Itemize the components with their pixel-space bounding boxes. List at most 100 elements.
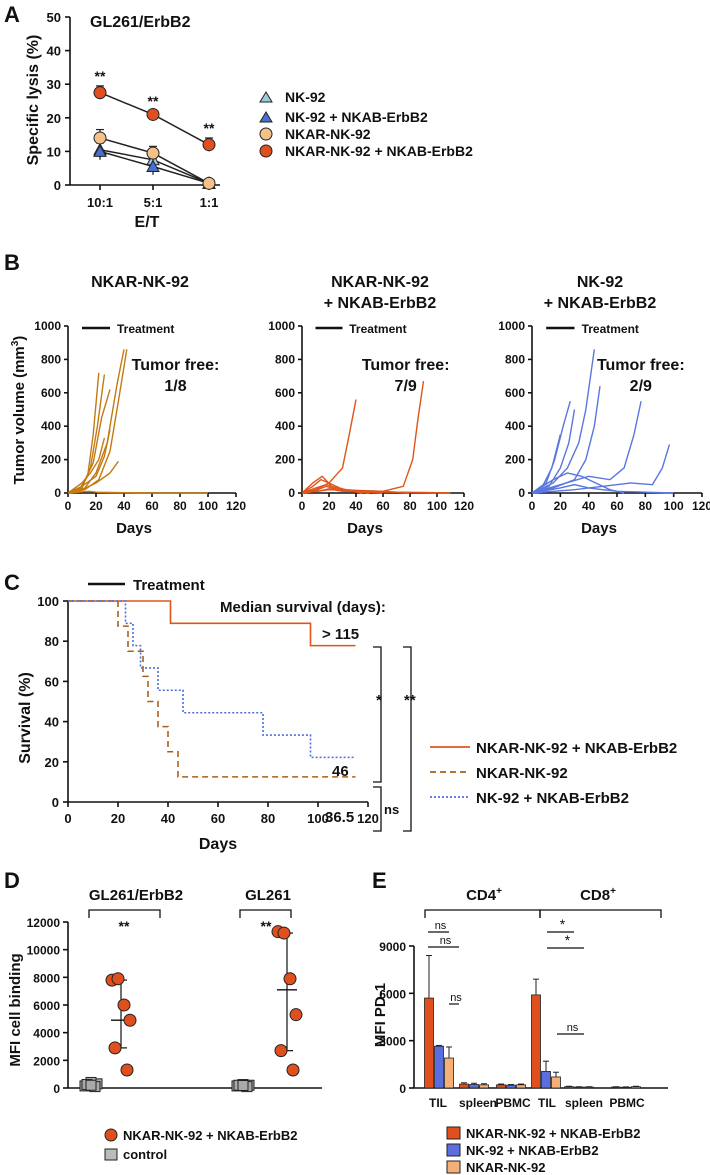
panel-c-chart: 0 20 40 60 80 100 0 20 40 60 80 100 120	[37, 594, 379, 826]
y-tick-label: 0	[54, 178, 61, 193]
treatment-label: Treatment	[349, 322, 406, 336]
panel-c-letter: C	[4, 570, 20, 595]
treatment-label: Treatment	[133, 577, 205, 594]
chart-title: + NKAB-ErbB2	[324, 295, 437, 312]
tumor-growth-line	[301, 399, 357, 494]
x-tick-label: 100	[198, 499, 218, 513]
data-point	[202, 176, 216, 190]
panel-c-ylabel: Survival (%)	[17, 672, 34, 764]
y-tick-label: 60	[45, 674, 59, 689]
legend-circle-icon	[259, 144, 273, 158]
x-tick-label: 0	[65, 499, 72, 513]
panel-b-letter: B	[4, 250, 20, 275]
legend-label: NK-92 + NKAB-ErbB2	[476, 790, 629, 807]
panel-d-chart: 0 2000 4000 6000 8000 10000 12000	[27, 916, 322, 1096]
y-tick-label: 8000	[33, 971, 60, 985]
x-tick-label: 80	[639, 499, 653, 513]
panel-c-xlabel: Days	[199, 836, 237, 853]
bar	[479, 1084, 489, 1089]
x-tick-label: 1:1	[200, 195, 219, 210]
tumor-growth-line	[67, 490, 208, 494]
tumor-growth-line	[67, 460, 119, 494]
significance-label: *	[565, 932, 571, 948]
x-tick-label: 20	[111, 811, 125, 826]
y-tick-label: 0	[53, 1082, 60, 1096]
x-tick-label: TIL	[429, 1096, 447, 1110]
x-tick-label: 100	[664, 499, 684, 513]
y-tick-label: 0	[288, 486, 295, 500]
y-tick-label: 1000	[498, 319, 525, 333]
legend-triangle-icon	[259, 91, 273, 103]
legend-label: NKAR-NK-92 + NKAB-ErbB2	[123, 1128, 297, 1143]
chart-title: NKAR-NK-92	[331, 274, 429, 291]
y-tick-label: 600	[41, 386, 61, 400]
tumor-growth-line	[531, 386, 601, 494]
x-tick-label: 0	[529, 499, 536, 513]
tumor-growth-line	[301, 381, 425, 494]
tumor-growth-line	[531, 444, 671, 494]
y-tick-label: 400	[275, 419, 295, 433]
y-tick-label: 800	[275, 352, 295, 366]
x-tick-label: 100	[307, 811, 329, 826]
legend-circle-icon	[104, 1128, 118, 1142]
tumor-growth-line	[531, 409, 576, 494]
survival-curve	[68, 600, 356, 647]
x-tick-label: 80	[173, 499, 187, 513]
y-tick-label: 800	[41, 352, 61, 366]
y-tick-label: 400	[505, 419, 525, 433]
significance-label: ns	[384, 802, 399, 817]
panel-a-chart: 0 10 20 30 40 50 10:1 5:1 1:1 ** ** **	[47, 10, 220, 210]
x-tick-label: 5:1	[144, 195, 163, 210]
legend-label: NK-92 + NKAB-ErbB2	[285, 109, 428, 125]
x-tick-label: TIL	[538, 1096, 556, 1110]
data-point	[93, 144, 107, 157]
y-tick-label: 80	[45, 634, 59, 649]
data-point	[237, 1080, 249, 1092]
survival-curve	[68, 600, 356, 759]
y-tick-label: 10000	[27, 944, 61, 958]
tumor-growth-line	[531, 401, 642, 494]
y-tick-label: 100	[37, 594, 59, 609]
panel-d-legend: NKAR-NK-92 + NKAB-ErbB2 control	[104, 1128, 297, 1162]
x-tick-label: spleen	[565, 1096, 603, 1110]
legend-label: NKAR-NK-92	[285, 126, 371, 142]
tumor-growth-line	[67, 429, 111, 494]
x-tick-label: 80	[403, 499, 417, 513]
significance-label: **	[404, 692, 416, 709]
tumor-free-value: 2/9	[630, 378, 652, 395]
x-axis-label: Days	[116, 520, 152, 537]
bar	[631, 1086, 641, 1089]
x-axis-label: Days	[581, 520, 617, 537]
bar	[541, 1071, 551, 1089]
panel-d: D GL261/ErbB2 GL261 ** ** 0 2000 4000 6000 8…	[4, 868, 322, 1162]
y-tick-label: 3000	[379, 1035, 406, 1049]
survival-curve	[68, 600, 356, 778]
tumor-growth-line	[67, 437, 106, 494]
chart-title: NK-92	[577, 274, 623, 291]
x-tick-label: 40	[161, 811, 175, 826]
x-axis-label: Days	[347, 520, 383, 537]
median-value: 36.5	[325, 809, 354, 826]
panel-a-legend: NK-92 NK-92 + NKAB-ErbB2 NKAR-NK-92 NKAR…	[259, 89, 473, 159]
x-tick-label: 20	[322, 499, 336, 513]
median-value: 46	[332, 763, 349, 780]
bar	[531, 994, 541, 1089]
panel-a-xlabel: E/T	[135, 214, 160, 231]
significance-brackets	[88, 909, 292, 918]
legend-triangle-icon	[259, 111, 273, 123]
tumor-growth-line	[301, 488, 451, 494]
bar	[564, 1086, 574, 1089]
x-tick-label: 60	[145, 499, 159, 513]
x-tick-label: 20	[554, 499, 568, 513]
y-tick-label: 9000	[379, 940, 406, 954]
y-tick-label: 6000	[33, 999, 60, 1013]
significance-label: ns	[435, 920, 447, 932]
data-point	[123, 1013, 137, 1027]
tumor-growth-line	[531, 400, 571, 494]
legend-label: NKAR-NK-92 + NKAB-ErbB2	[476, 740, 677, 757]
legend-label: NKAR-NK-92 + NKAB-ErbB2	[285, 143, 473, 159]
y-tick-label: 600	[275, 386, 295, 400]
legend-label: NK-92 + NKAB-ErbB2	[466, 1143, 599, 1158]
tumor-free-value: 7/9	[395, 378, 417, 395]
